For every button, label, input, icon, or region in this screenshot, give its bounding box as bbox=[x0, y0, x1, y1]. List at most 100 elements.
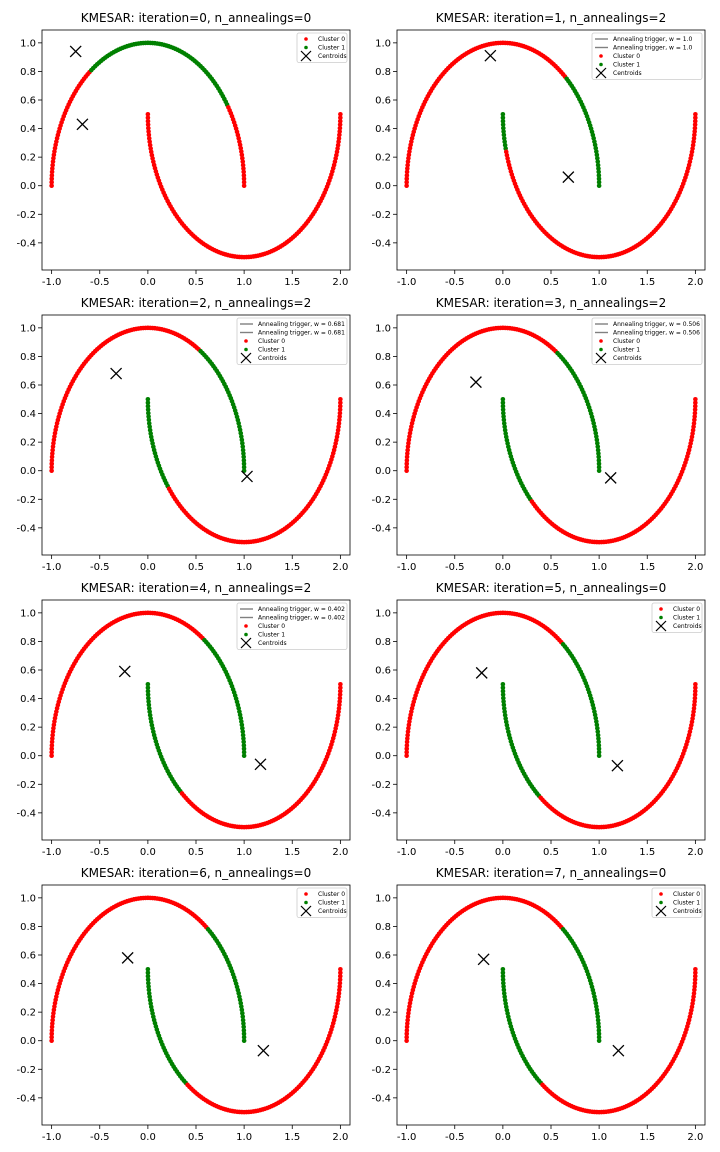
legend-cluster0-dot bbox=[599, 339, 603, 343]
point-upper-moon bbox=[405, 736, 410, 741]
y-tick-label: -0.4 bbox=[16, 238, 36, 249]
x-tick-label: 2.0 bbox=[687, 277, 703, 288]
point-upper-moon bbox=[241, 179, 247, 185]
x-tick-label: 1.5 bbox=[639, 277, 655, 288]
point-upper-moon bbox=[595, 447, 601, 453]
point-upper-moon bbox=[596, 461, 602, 467]
point-lower-moon bbox=[693, 396, 698, 402]
x-tick-label: -0.5 bbox=[445, 1132, 465, 1143]
point-upper-moon bbox=[596, 464, 602, 470]
point-upper-moon bbox=[241, 1031, 247, 1037]
legend-label: Centroids bbox=[613, 355, 642, 362]
legend: Annealing trigger, w = 0.681 Annealing tr… bbox=[236, 317, 348, 365]
centroid-marker bbox=[562, 171, 575, 184]
point-lower-moon bbox=[692, 407, 698, 412]
point-upper-moon bbox=[404, 461, 410, 467]
point-lower-moon bbox=[502, 139, 507, 145]
point-upper-moon bbox=[241, 1024, 246, 1030]
point-upper-moon bbox=[49, 458, 55, 463]
legend-label: Cluster 0 bbox=[258, 338, 285, 345]
point-lower-moon bbox=[690, 427, 696, 433]
point-lower-moon bbox=[336, 136, 342, 141]
point-upper-moon bbox=[596, 1028, 602, 1033]
point-upper-moon bbox=[596, 1038, 602, 1044]
y-tick-label: 0.2 bbox=[20, 723, 36, 734]
point-upper-moon bbox=[241, 1028, 247, 1033]
y-tick-label: 0.8 bbox=[20, 922, 36, 933]
point-upper-moon bbox=[50, 162, 55, 168]
point-lower-moon bbox=[337, 977, 343, 982]
point-upper-moon bbox=[241, 176, 247, 182]
axes-frame bbox=[396, 884, 706, 1126]
legend-label: Annealing trigger, w = 0.506 bbox=[613, 321, 700, 328]
point-lower-moon bbox=[693, 400, 698, 406]
centroid-marker bbox=[475, 666, 488, 679]
y-tick-label: 0.0 bbox=[375, 1036, 391, 1047]
moon-points bbox=[404, 895, 698, 1115]
x-tick-label: 1.0 bbox=[236, 277, 252, 288]
y-tick-label: 0.8 bbox=[20, 352, 36, 363]
legend-label: Cluster 1 bbox=[613, 62, 640, 69]
y-tick-label: 0.6 bbox=[375, 951, 391, 962]
point-lower-moon bbox=[338, 111, 343, 117]
point-upper-moon bbox=[404, 743, 410, 748]
point-lower-moon bbox=[337, 125, 343, 131]
legend-cluster1-dot bbox=[599, 62, 603, 67]
point-upper-moon bbox=[241, 458, 247, 463]
subplot-1: KMESAR: iteration=1, n_annealings=2 -1.0 -… bbox=[371, 11, 706, 288]
centroid-marker bbox=[69, 45, 82, 58]
point-lower-moon bbox=[337, 118, 343, 124]
point-lower-moon bbox=[147, 139, 152, 145]
legend-centroid-marker bbox=[240, 352, 252, 364]
x-tick-label: -0.5 bbox=[90, 562, 110, 573]
point-lower-moon bbox=[145, 692, 151, 697]
point-upper-moon bbox=[595, 444, 601, 449]
point-lower-moon bbox=[145, 977, 151, 982]
point-lower-moon bbox=[147, 709, 152, 715]
y-tick-label: 1.0 bbox=[20, 323, 36, 334]
y-tick-label: 0.8 bbox=[375, 352, 391, 363]
point-lower-moon bbox=[500, 681, 506, 687]
point-upper-moon bbox=[404, 176, 410, 182]
x-tick-label: 1.5 bbox=[639, 1132, 655, 1143]
point-upper-moon bbox=[239, 152, 245, 158]
legend-box bbox=[651, 602, 703, 633]
legend-cluster1-dot bbox=[659, 900, 663, 905]
x-tick-label: -0.5 bbox=[445, 562, 465, 573]
point-upper-moon bbox=[49, 173, 55, 178]
point-lower-moon bbox=[500, 692, 506, 697]
point-lower-moon bbox=[501, 980, 506, 986]
y-tick-label: 0.2 bbox=[20, 1008, 36, 1019]
point-lower-moon bbox=[337, 692, 343, 697]
point-upper-moon bbox=[241, 1034, 247, 1040]
y-tick-label: 1.0 bbox=[375, 608, 391, 619]
y-tick-label: 1.0 bbox=[20, 38, 36, 49]
x-tick-label: 2.0 bbox=[332, 847, 348, 858]
point-lower-moon bbox=[691, 706, 697, 711]
point-lower-moon bbox=[335, 712, 341, 718]
y-tick-label: -0.2 bbox=[16, 780, 36, 791]
legend-label: Cluster 0 bbox=[613, 338, 640, 345]
point-upper-moon bbox=[49, 746, 55, 752]
legend-label: Centroids bbox=[258, 355, 287, 362]
point-upper-moon bbox=[404, 458, 410, 463]
point-lower-moon bbox=[337, 688, 343, 694]
point-upper-moon bbox=[241, 454, 246, 460]
y-tick-label: 0.6 bbox=[20, 96, 36, 107]
point-upper-moon bbox=[240, 440, 245, 446]
moon-points bbox=[49, 40, 343, 260]
point-lower-moon bbox=[337, 407, 343, 412]
legend-label: Annealing trigger, w = 1.0 bbox=[613, 36, 692, 43]
point-lower-moon bbox=[337, 417, 342, 423]
legend-label: Centroids bbox=[673, 623, 702, 630]
point-upper-moon bbox=[49, 743, 55, 748]
point-lower-moon bbox=[500, 111, 506, 117]
x-tick-label: 1.0 bbox=[591, 847, 607, 858]
point-lower-moon bbox=[336, 994, 341, 1000]
y-tick-label: -0.4 bbox=[16, 808, 36, 819]
point-lower-moon bbox=[500, 407, 506, 412]
centroid-marker bbox=[110, 367, 123, 380]
moon-points bbox=[49, 895, 343, 1115]
legend-label: Cluster 0 bbox=[613, 53, 640, 60]
point-lower-moon bbox=[500, 977, 506, 982]
